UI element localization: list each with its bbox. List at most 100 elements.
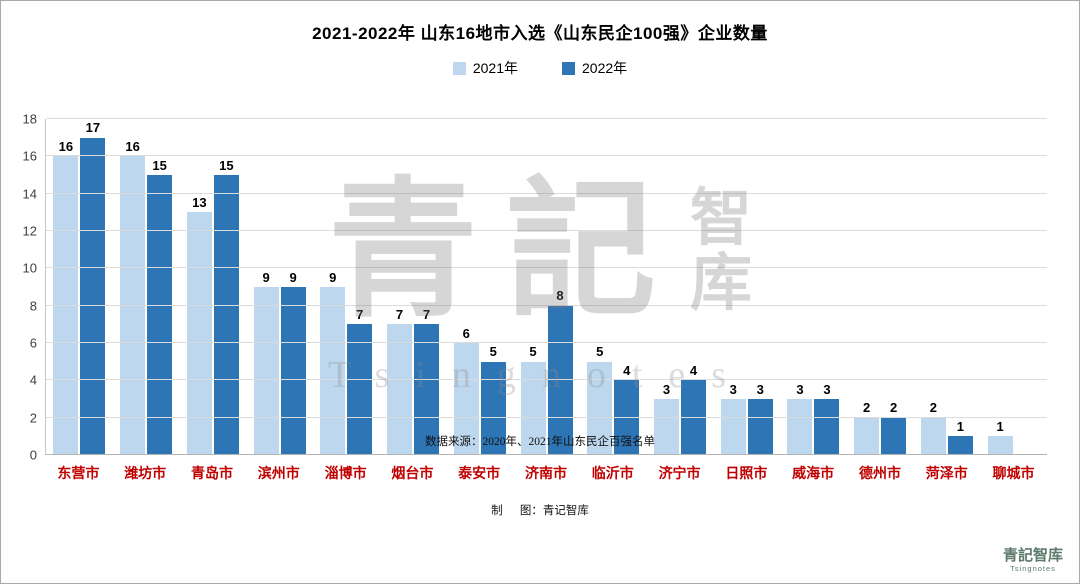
bar-value-label: 1 xyxy=(956,419,965,435)
x-axis-label: 聊城市 xyxy=(992,465,1035,481)
plot-area: 16 17 16 15 13 15 9 9 9 7 7 7 6 5 5 8 5 4 3 4 3 3 3 3 2 2 2 1 1 xyxy=(45,118,1047,455)
bar-value-label: 8 xyxy=(556,288,564,304)
x-axis-label: 淄博市 xyxy=(324,465,367,481)
x-axis-labels: 东营市 潍坊市 青岛市 滨州市 淄博市 烟台市 泰安市 济南市 临沂市 济宁市 日照市 威海市 德州市 菏… xyxy=(45,455,1047,483)
y-axis-tick-label: 18 xyxy=(22,111,37,127)
bar-column: 15 xyxy=(213,119,239,455)
bar xyxy=(653,399,679,455)
bar xyxy=(147,175,173,455)
legend: 2021年 2022年 xyxy=(1,58,1079,78)
bar xyxy=(253,287,279,455)
x-axis-label: 威海市 xyxy=(792,465,835,481)
y-axis-tick-label: 12 xyxy=(22,223,37,239)
bar xyxy=(186,212,212,455)
bar-column: 1 xyxy=(947,119,973,455)
bar-value-label: 2 xyxy=(890,400,898,416)
gridline xyxy=(46,304,1047,306)
bar-column: 2 xyxy=(854,119,880,455)
bar-value-label: 3 xyxy=(756,381,764,397)
x-axis-label: 临沂市 xyxy=(591,465,634,481)
legend-item-2022: 2022年 xyxy=(562,58,627,78)
bar-value-label: 17 xyxy=(85,120,101,136)
y-axis: 0 2 4 6 8 10 12 14 16 18 xyxy=(15,112,45,463)
bar xyxy=(280,287,306,455)
bar xyxy=(480,361,506,455)
y-axis-tick-label: 4 xyxy=(29,372,37,388)
bar-column: 2 xyxy=(920,119,946,455)
x-axis-baseline xyxy=(46,454,1047,455)
bar-value-label: 9 xyxy=(329,269,337,285)
bar-column: 7 xyxy=(414,119,440,455)
bar-column: 7 xyxy=(347,119,373,455)
gridline xyxy=(46,192,1047,194)
bar-column: 4 xyxy=(680,119,706,455)
bar xyxy=(320,287,346,455)
logo-en-text: Tsingnotes xyxy=(1010,563,1056,573)
bar-column: 1 xyxy=(987,119,1013,455)
bar-column: 3 xyxy=(814,119,840,455)
x-axis-label: 济宁市 xyxy=(658,465,701,481)
gridline xyxy=(46,379,1047,381)
bar-value-label: 2 xyxy=(929,400,938,416)
bar xyxy=(947,436,973,455)
bar-value-label: 13 xyxy=(192,195,207,211)
bar-groups: 16 17 16 15 13 15 9 9 9 7 7 7 6 5 5 8 5 4 3 4 3 3 3 3 2 2 2 1 1 xyxy=(46,119,1047,455)
bar xyxy=(680,380,706,455)
legend-swatch-2021 xyxy=(452,61,466,75)
bar xyxy=(854,417,880,455)
y-axis-tick-label: 0 xyxy=(29,447,37,463)
x-axis-label: 东营市 xyxy=(57,465,100,481)
bar xyxy=(120,156,146,455)
bar-column: 16 xyxy=(120,119,146,455)
bar-column: 6 xyxy=(453,119,479,455)
bar xyxy=(614,380,640,455)
bar xyxy=(414,324,440,455)
bar-group: 16 17 xyxy=(46,119,113,455)
bar-column: 7 xyxy=(387,119,413,455)
footer: 数据来源：2020年、2021年山东民企百强名单 制 图：青记智库 xyxy=(1,385,1079,569)
bar xyxy=(387,324,413,455)
bar-value-label: 3 xyxy=(662,381,671,397)
bar-value-label: 1 xyxy=(996,419,1004,435)
bar-value-label: 7 xyxy=(422,307,431,323)
bar xyxy=(213,175,239,455)
bar-value-label: 7 xyxy=(395,307,404,323)
bar-column: 3 xyxy=(787,119,813,455)
bar-value-label: 4 xyxy=(623,363,631,379)
bar xyxy=(520,361,546,455)
logo-cn-text: 青記智库 xyxy=(1002,548,1063,565)
x-axis-label: 潍坊市 xyxy=(124,465,167,481)
bar-column: 9 xyxy=(280,119,306,455)
x-axis-label: 日照市 xyxy=(725,465,768,481)
x-axis-label: 青岛市 xyxy=(190,465,233,481)
gridline xyxy=(46,155,1047,157)
x-axis-label: 菏泽市 xyxy=(925,465,968,481)
bar xyxy=(920,417,946,455)
x-axis-label: 滨州市 xyxy=(257,465,300,481)
bar-value-label: 16 xyxy=(125,139,140,155)
legend-label-2021: 2021年 xyxy=(472,60,518,76)
chart-title: 2021-2022年 山东16地市入选《山东民企100强》企业数量 xyxy=(312,24,768,43)
bar xyxy=(720,399,746,455)
bar-column: 9 xyxy=(253,119,279,455)
bar-column: 2 xyxy=(881,119,907,455)
bar xyxy=(453,343,479,455)
bar-value-label: 7 xyxy=(356,307,364,323)
bar-column: 3 xyxy=(720,119,746,455)
bar-value-label: 9 xyxy=(262,269,270,285)
bar xyxy=(987,436,1013,455)
bar-value-label: 16 xyxy=(58,139,74,155)
bar xyxy=(53,156,79,455)
x-axis-label: 济南市 xyxy=(524,465,567,481)
bar xyxy=(814,399,840,455)
legend-label-2022: 2022年 xyxy=(582,60,628,76)
gridline xyxy=(46,230,1047,231)
bar-column: 13 xyxy=(186,119,212,455)
